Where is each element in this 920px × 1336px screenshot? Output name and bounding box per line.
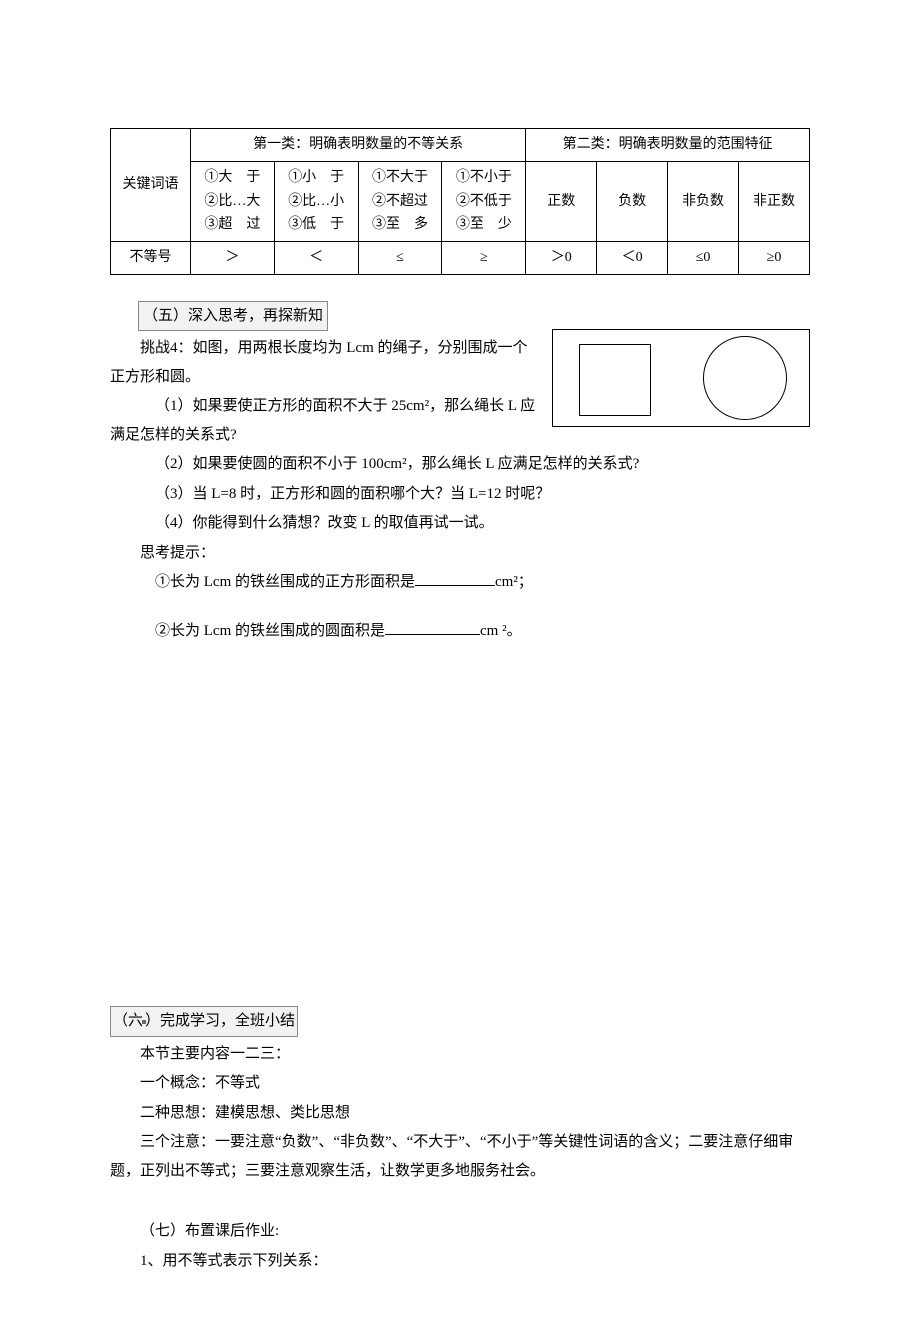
section-7: （七）布置课后作业: 1、用不等式表示下列关系： xyxy=(110,1217,810,1275)
section-6: （六）完成学习，全班小结 本节主要内容一二三： 一个概念：不等式 二种思想：建模… xyxy=(110,1006,810,1185)
kw-cell: ①不小于 ②不低于 ③至 少 xyxy=(442,161,526,241)
range-cell: 非负数 xyxy=(668,161,739,241)
sign-cell: ＜0 xyxy=(597,242,668,275)
table-row: 关键词语 第一类：明确表明数量的不等关系 第二类：明确表明数量的范围特征 xyxy=(111,129,810,162)
sign-cell: ≤ xyxy=(358,242,442,275)
blank-2 xyxy=(385,619,480,635)
hint-label: 思考提示： xyxy=(110,539,810,568)
group2-header: 第二类：明确表明数量的范围特征 xyxy=(526,129,810,162)
dot-icon xyxy=(142,1020,146,1024)
sign-cell: ≥ xyxy=(442,242,526,275)
range-cell: 正数 xyxy=(526,161,597,241)
section-6-title: （六）完成学习，全班小结 xyxy=(110,1006,298,1037)
summary-line: 三个注意：一要注意“负数”、“非负数”、“不大于”、“不小于”等关键性词语的含义… xyxy=(110,1128,810,1185)
table-row: 不等号 ＞ ＜ ≤ ≥ ＞0 ＜0 ≤0 ≥0 xyxy=(111,242,810,275)
section-5-title: （五）深入思考，再探新知 xyxy=(138,301,328,332)
sign-cell: ≥0 xyxy=(739,242,810,275)
group1-header: 第一类：明确表明数量的不等关系 xyxy=(190,129,525,162)
sign-cell: ≤0 xyxy=(668,242,739,275)
kw-cell: ①大 于 ②比…大 ③超 过 xyxy=(190,161,274,241)
row-label-sign: 不等号 xyxy=(111,242,191,275)
figure-box xyxy=(552,329,810,427)
summary-line: 一个概念：不等式 xyxy=(110,1069,810,1098)
kw-cell: ①小 于 ②比…小 ③低 于 xyxy=(274,161,358,241)
question-4: （4）你能得到什么猜想？改变 L 的取值再试一试。 xyxy=(110,509,810,538)
kw-cell: ①不大于 ②不超过 ③至 多 xyxy=(358,161,442,241)
range-cell: 负数 xyxy=(597,161,668,241)
sign-cell: ＞ xyxy=(190,242,274,275)
circle-icon xyxy=(703,336,787,420)
square-icon xyxy=(579,344,651,416)
sign-cell: ＜ xyxy=(274,242,358,275)
page: 关键词语 第一类：明确表明数量的不等关系 第二类：明确表明数量的范围特征 ①大 … xyxy=(0,0,920,1336)
keyword-table: 关键词语 第一类：明确表明数量的不等关系 第二类：明确表明数量的范围特征 ①大 … xyxy=(110,128,810,275)
section-5: （五）深入思考，再探新知 挑战4：如图，用两根长度均为 Lcm 的绳子，分别围成… xyxy=(110,301,810,646)
range-cell: 非正数 xyxy=(739,161,810,241)
summary-line: 本节主要内容一二三： xyxy=(110,1040,810,1069)
homework-line: 1、用不等式表示下列关系： xyxy=(110,1247,810,1276)
question-3: （3）当 L=8 时，正方形和圆的面积哪个大？当 L=12 时呢？ xyxy=(110,480,810,509)
row-label-keywords: 关键词语 xyxy=(111,129,191,242)
blank-1 xyxy=(415,570,495,586)
table-row: ①大 于 ②比…大 ③超 过 ①小 于 ②比…小 ③低 于 ①不大于 ②不超过 … xyxy=(111,161,810,241)
hint-2: ②长为 Lcm 的铁丝围成的圆面积是cm ²。 xyxy=(110,617,810,646)
hint-1: ①长为 Lcm 的铁丝围成的正方形面积是cm²； xyxy=(110,568,810,597)
sign-cell: ＞0 xyxy=(526,242,597,275)
summary-line: 二种思想：建模思想、类比思想 xyxy=(110,1099,810,1128)
question-2: （2）如果要使圆的面积不小于 100cm²，那么绳长 L 应满足怎样的关系式? xyxy=(110,450,810,479)
section-7-title: （七）布置课后作业: xyxy=(110,1217,810,1246)
